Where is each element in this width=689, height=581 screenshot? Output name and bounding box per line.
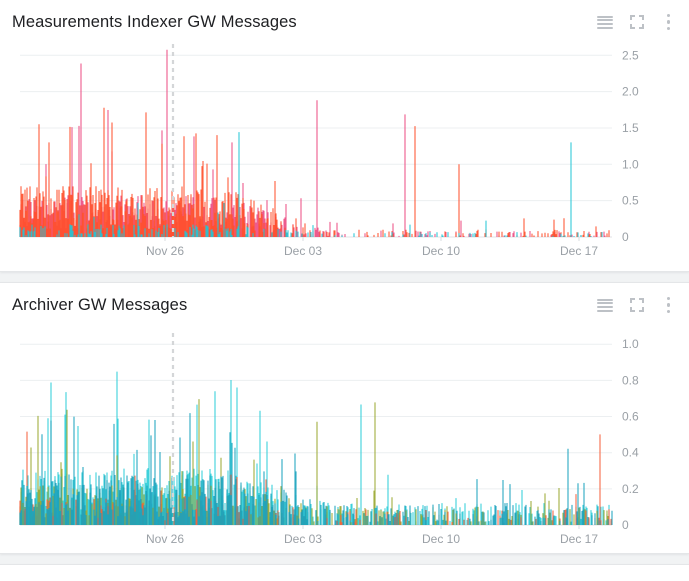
y-tick-label: 0 — [622, 518, 629, 532]
series-olive-path — [19, 399, 609, 525]
list-lines-icon[interactable] — [595, 12, 615, 32]
y-tick-label: 1.5 — [622, 121, 639, 135]
panel-title: Measurements Indexer GW Messages — [12, 12, 297, 31]
more-options-icon[interactable] — [659, 295, 679, 315]
y-tick-label: 0.5 — [622, 194, 639, 208]
x-tick-label: Dec 03 — [284, 244, 322, 258]
more-options-icon[interactable] — [659, 12, 679, 32]
y-tick-label: 2.5 — [622, 48, 639, 62]
fullscreen-icon[interactable] — [627, 12, 647, 32]
y-tick-label: 1.0 — [622, 157, 639, 171]
panel-toolbar — [595, 283, 679, 327]
series-cyan — [19, 132, 603, 237]
y-tick-label: 0.6 — [622, 410, 639, 424]
list-lines-icon[interactable] — [595, 295, 615, 315]
y-tick-label: 2.0 — [622, 85, 639, 99]
y-tick-label: 0.8 — [622, 373, 639, 387]
panel-archiver-gw-messages: Archiver GW Messages 0 0.2 0.4 0.6 0.8 1.0 Nov… — [0, 282, 689, 554]
x-tick-label: Dec 10 — [422, 244, 460, 258]
x-tick-label: Nov 26 — [146, 532, 184, 546]
panel-title: Archiver GW Messages — [12, 295, 188, 314]
series-olive — [19, 399, 609, 525]
axis-labels: 0 0.2 0.4 0.6 0.8 1.0 Nov 26 Dec 03 Dec 10 Dec 17 — [146, 337, 639, 546]
y-tick-label: 1.0 — [622, 337, 639, 351]
panel-measurements-indexer-gw-messages: Measurements Indexer GW Messages 0 0.5 1.0… — [0, 0, 689, 272]
series-blue — [19, 413, 613, 525]
chart-measurements-indexer-gw-messages[interactable]: 0 0.5 1.0 1.5 2.0 2.5 Nov 26 Dec 03 Dec 10 Dec 17 — [0, 44, 689, 269]
series-group — [19, 333, 613, 525]
panel-toolbar — [595, 0, 679, 44]
series-blue-path — [19, 413, 613, 525]
x-tick-label: Dec 10 — [422, 532, 460, 546]
series-cyan-path — [19, 132, 603, 237]
panel-header: Archiver GW Messages — [0, 283, 689, 327]
x-tick-label: Dec 17 — [560, 532, 598, 546]
panel-next-partial — [0, 564, 689, 581]
x-tick-label: Nov 26 — [146, 244, 184, 258]
x-tick-label: Dec 17 — [560, 244, 598, 258]
y-tick-label: 0.2 — [622, 482, 639, 496]
series-group — [19, 44, 610, 237]
panel-header: Measurements Indexer GW Messages — [0, 0, 689, 44]
x-tick-label: Dec 03 — [284, 532, 322, 546]
y-tick-label: 0 — [622, 230, 629, 244]
y-tick-label: 0.4 — [622, 446, 639, 460]
fullscreen-icon[interactable] — [627, 295, 647, 315]
axis-labels: 0 0.5 1.0 1.5 2.0 2.5 Nov 26 Dec 03 Dec 10 Dec 17 — [146, 48, 639, 258]
chart-archiver-gw-messages[interactable]: 0 0.2 0.4 0.6 0.8 1.0 Nov 26 Dec 03 Dec 10 Dec 17 — [0, 327, 689, 552]
